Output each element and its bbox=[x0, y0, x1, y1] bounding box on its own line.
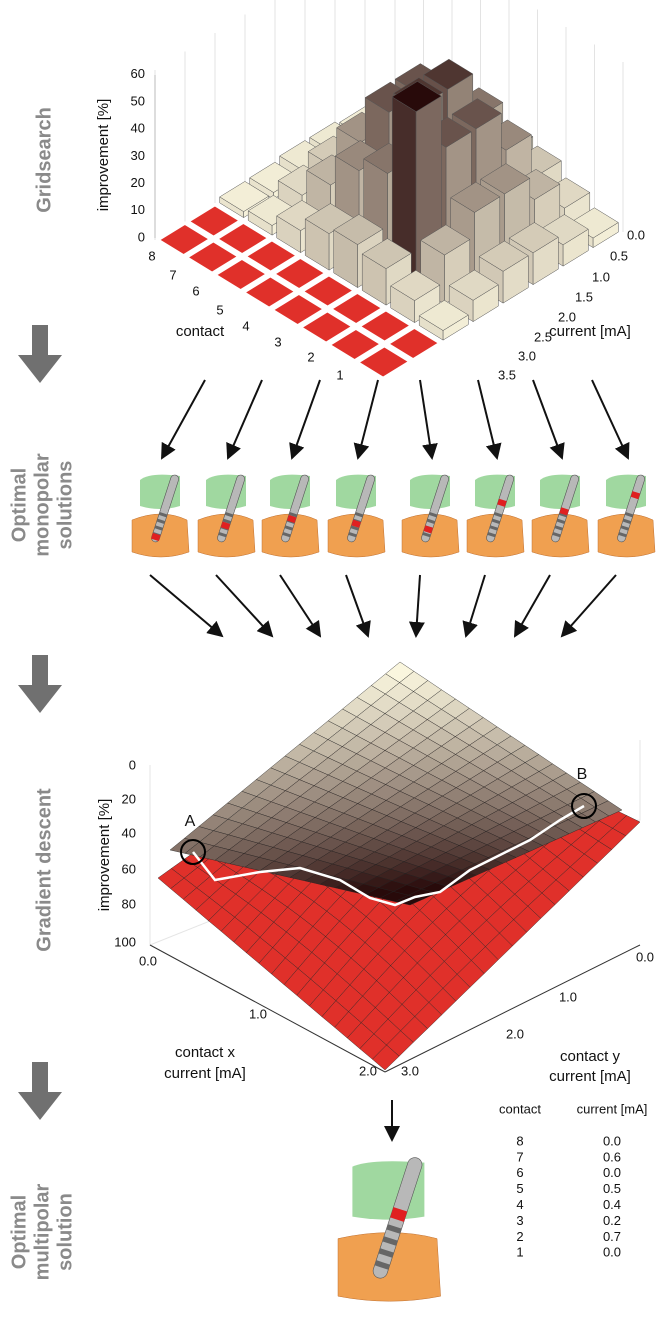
label: 20 bbox=[122, 791, 136, 806]
arrow bbox=[216, 575, 272, 636]
section-label: Gridsearch bbox=[33, 107, 55, 213]
label: current [mA] bbox=[549, 1068, 631, 1085]
section-label: Gradient descent bbox=[33, 788, 55, 952]
label: A bbox=[185, 813, 196, 830]
label: 80 bbox=[122, 896, 136, 911]
label: 0 bbox=[138, 229, 145, 244]
section-label: solutions bbox=[54, 461, 76, 550]
label: 60 bbox=[122, 861, 136, 876]
gradient-chart bbox=[150, 662, 640, 1072]
label: 1.0 bbox=[249, 1006, 267, 1021]
label: 1.0 bbox=[592, 269, 610, 284]
label: 0.6 bbox=[603, 1149, 621, 1164]
label: 6 bbox=[192, 283, 199, 298]
label: 0.0 bbox=[139, 953, 157, 968]
label: contact bbox=[176, 323, 225, 340]
label: improvement [%] bbox=[95, 99, 112, 212]
label: current [mA] bbox=[549, 323, 631, 340]
label: 10 bbox=[131, 202, 145, 217]
big-arrows bbox=[18, 325, 62, 1120]
section-label: solution bbox=[54, 1193, 76, 1271]
label: 5 bbox=[216, 302, 223, 317]
label: 2 bbox=[307, 349, 314, 364]
section-label: Optimal bbox=[8, 1195, 30, 1269]
section-label: multipolar bbox=[31, 1183, 53, 1280]
label: improvement [%] bbox=[96, 799, 113, 912]
label: 0.0 bbox=[603, 1165, 621, 1180]
label: B bbox=[577, 766, 588, 783]
label: 100 bbox=[114, 934, 136, 949]
label: 3 bbox=[516, 1213, 523, 1228]
label: 0.0 bbox=[627, 227, 645, 242]
label: contact y bbox=[560, 1048, 621, 1065]
label: 1 bbox=[336, 367, 343, 382]
arrow bbox=[292, 380, 320, 458]
arrow bbox=[562, 575, 616, 636]
label: 40 bbox=[131, 121, 145, 136]
figure: GridsearchOptimalmonopolarsolutionsGradi… bbox=[0, 0, 665, 1317]
arrow bbox=[466, 575, 485, 636]
label: current [mA] bbox=[577, 1101, 648, 1116]
arrow bbox=[416, 575, 420, 636]
label: 3 bbox=[274, 334, 281, 349]
monopolar-row bbox=[132, 380, 655, 636]
label: 1 bbox=[516, 1245, 523, 1260]
label: 5 bbox=[516, 1181, 523, 1196]
label: 4 bbox=[242, 318, 249, 333]
section-label: monopolar bbox=[31, 453, 53, 557]
label: 2.0 bbox=[359, 1063, 377, 1078]
label: 2.0 bbox=[506, 1026, 524, 1041]
label: 0.0 bbox=[603, 1133, 621, 1148]
arrow bbox=[420, 380, 432, 458]
arrow bbox=[280, 575, 320, 636]
label: 0 bbox=[129, 757, 136, 772]
label: 30 bbox=[131, 148, 145, 163]
gridsearch-chart bbox=[155, 0, 623, 377]
label: 0.7 bbox=[603, 1229, 621, 1244]
label: 7 bbox=[516, 1149, 523, 1164]
arrow bbox=[533, 380, 562, 458]
label: 8 bbox=[148, 248, 155, 263]
label: 0.0 bbox=[636, 949, 654, 964]
arrow bbox=[592, 380, 628, 458]
label: 0.2 bbox=[603, 1213, 621, 1228]
solution bbox=[338, 1100, 441, 1301]
label: 50 bbox=[131, 93, 145, 108]
label: contact x bbox=[175, 1044, 236, 1061]
label: contact bbox=[499, 1101, 541, 1116]
label: 20 bbox=[131, 175, 145, 190]
label: 3.0 bbox=[401, 1063, 419, 1078]
label: 0.0 bbox=[603, 1245, 621, 1260]
label: 0.4 bbox=[603, 1197, 621, 1212]
label: 8 bbox=[516, 1133, 523, 1148]
label: current [mA] bbox=[164, 1065, 246, 1082]
label: 3.0 bbox=[518, 348, 536, 363]
label: 0.5 bbox=[610, 248, 628, 263]
label: 6 bbox=[516, 1165, 523, 1180]
label: 7 bbox=[169, 267, 176, 282]
label: 60 bbox=[131, 66, 145, 81]
label: 0.5 bbox=[603, 1181, 621, 1196]
arrow bbox=[515, 575, 550, 636]
label: 1.5 bbox=[575, 289, 593, 304]
label: 2 bbox=[516, 1229, 523, 1244]
arrow bbox=[162, 380, 205, 458]
arrow bbox=[346, 575, 368, 636]
label: 3.5 bbox=[498, 367, 516, 382]
arrow bbox=[228, 380, 262, 458]
label: 40 bbox=[122, 825, 136, 840]
arrow bbox=[358, 380, 378, 458]
arrow bbox=[150, 575, 222, 636]
label: 1.0 bbox=[559, 989, 577, 1004]
section-label: Optimal bbox=[8, 468, 30, 542]
label: 4 bbox=[516, 1197, 523, 1212]
arrow bbox=[478, 380, 497, 458]
